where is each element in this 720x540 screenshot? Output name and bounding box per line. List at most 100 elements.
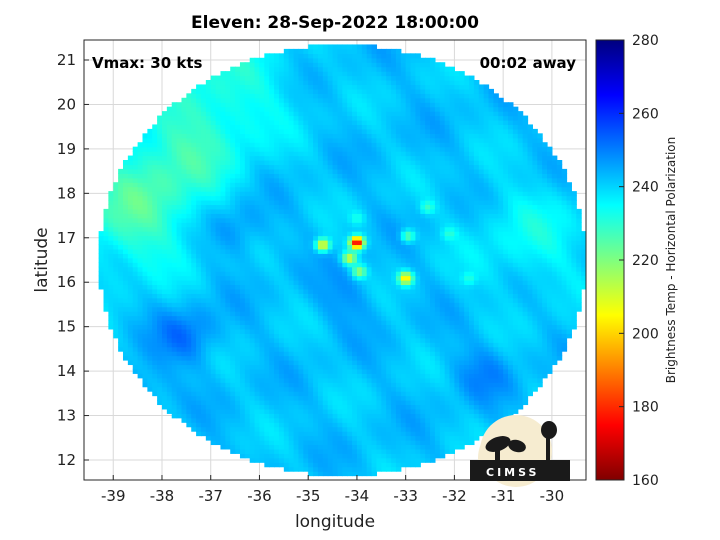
swath-cell (225, 257, 231, 263)
swath-cell (386, 271, 392, 277)
swath-cell (347, 97, 353, 103)
swath-cell (313, 466, 319, 472)
swath-cell (191, 182, 197, 188)
swath-cell (327, 204, 334, 210)
swath-cell (327, 88, 334, 94)
swath-cell (181, 377, 187, 383)
swath-cell (191, 413, 197, 419)
swath-cell (269, 413, 275, 419)
swath-cell (376, 53, 382, 59)
swath-cell (171, 106, 178, 112)
swath-cell (342, 457, 348, 463)
swath-cell (142, 351, 148, 357)
swath-cell (395, 231, 402, 237)
swath-cell (347, 106, 353, 112)
swath-cell (371, 93, 378, 99)
swath-cell (244, 320, 251, 326)
swath-cell (225, 373, 231, 379)
swath-cell (283, 75, 290, 81)
swath-cell (205, 302, 212, 308)
swath-cell (210, 422, 217, 428)
swath-cell (152, 320, 158, 326)
swath-cell (176, 293, 183, 299)
swath-cell (386, 444, 392, 450)
swath-cell (132, 288, 139, 294)
swath-cell (386, 280, 392, 286)
swath-cell (235, 368, 241, 374)
swath-cell (283, 328, 290, 334)
swath-cell (337, 62, 343, 68)
swath-cell (313, 431, 319, 437)
swath-cell (264, 333, 270, 339)
swath-cell (196, 253, 202, 259)
swath-cell (166, 288, 173, 294)
swath-cell (352, 80, 358, 86)
swath-cell (356, 293, 363, 299)
swath-cell (244, 186, 251, 192)
swath-cell (274, 217, 280, 223)
swath-cell (283, 457, 290, 463)
swath-cell (269, 382, 275, 388)
swath-cell (278, 204, 285, 210)
swath-cell (293, 391, 300, 397)
swath-cell (166, 137, 173, 143)
swath-cell (210, 168, 217, 174)
swath-cell (303, 226, 309, 232)
swath-cell (317, 328, 324, 334)
swath-cell (269, 368, 275, 374)
swath-cell (361, 102, 368, 108)
swath-cell (386, 155, 392, 161)
swath-cell (244, 71, 251, 77)
swath-cell (127, 186, 134, 192)
swath-cell (391, 257, 397, 263)
swath-cell (186, 160, 192, 166)
swath-cell (210, 377, 217, 383)
swath-cell (157, 288, 163, 294)
swath-cell (395, 351, 402, 357)
swath-cell (196, 173, 202, 179)
swath-cell (259, 342, 265, 348)
swath-cell (322, 111, 329, 117)
swath-cell (298, 328, 304, 334)
swath-cell (127, 164, 134, 170)
swath-cell (395, 284, 402, 290)
swath-cell (176, 342, 183, 348)
swath-cell (161, 253, 168, 259)
swath-cell (366, 48, 373, 54)
swath-cell (278, 111, 285, 117)
swath-cell (391, 288, 397, 294)
swath-cell (244, 231, 251, 237)
swath-cell (259, 160, 265, 166)
swath-cell (205, 391, 212, 397)
swath-cell (225, 102, 231, 108)
swath-cell (127, 182, 134, 188)
swath-cell (205, 155, 212, 161)
swath-cell (361, 120, 368, 126)
swath-cell (166, 386, 173, 392)
swath-cell (288, 88, 295, 94)
swath-cell (332, 62, 339, 68)
swath-cell (308, 217, 314, 223)
swath-cell (332, 320, 339, 326)
swath-cell (264, 395, 270, 401)
swath-cell (361, 142, 368, 148)
swath-cell (176, 133, 183, 139)
swath-cell (366, 168, 373, 174)
swath-cell (142, 155, 148, 161)
swath-cell (191, 266, 197, 272)
swath-cell (259, 226, 265, 232)
swath-cell (161, 360, 168, 366)
swath-cell (196, 413, 202, 419)
swath-cell (259, 293, 265, 299)
swath-cell (157, 142, 163, 148)
swath-cell (356, 235, 363, 241)
swath-cell (327, 44, 334, 50)
swath-cell (356, 102, 363, 108)
swath-cell (298, 66, 304, 72)
swath-cell (181, 275, 187, 281)
swath-cell (386, 364, 392, 370)
swath-cell (103, 297, 109, 303)
swath-cell (278, 248, 285, 254)
swath-cell (235, 208, 241, 214)
swath-cell (157, 337, 163, 343)
